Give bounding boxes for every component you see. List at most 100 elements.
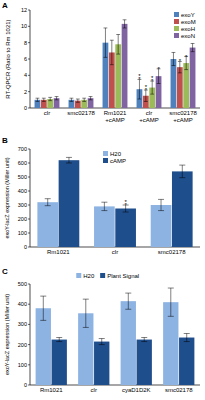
error-cap [66,163,72,164]
x-tick-label: clr [91,387,97,393]
error-cap [40,296,46,297]
error-line [104,202,105,210]
error-bar [179,165,185,178]
x-tick-label-line: smc02178 [169,110,197,116]
error-cap [138,99,142,100]
error-cap [172,65,176,66]
legend-swatch [174,33,179,38]
x-tick-label-line: smc02178 [158,249,186,255]
y-tick-label: 0 [24,382,27,388]
x-tick-label: Rm1021+cAMP [104,110,127,123]
error-cap [184,341,190,342]
y-tick-label: 200 [18,342,27,348]
error-cap [104,57,108,58]
x-tick-label-line: clr [91,387,97,393]
bar [190,48,196,108]
error-cap [191,51,195,52]
error-bar [42,98,46,101]
error-cap [36,101,40,102]
error-cap [76,99,80,100]
y-axis-line [30,149,31,247]
bar [88,98,94,108]
error-line [128,293,129,309]
error-bar [123,20,127,28]
panel-label: B [2,136,8,145]
error-cap [99,338,105,339]
y-tick-label: 400 [18,301,27,307]
error-cap [110,40,114,41]
annotation-char: * [157,66,160,72]
error-bar [104,28,108,57]
legend-label: H20 [83,273,95,279]
error-bar [158,199,164,210]
error-cap [36,98,40,99]
x-tick-label-line: Rm1021 [47,249,70,255]
error-line [90,97,91,100]
error-line [161,199,162,210]
bar [172,171,193,247]
error-line [71,98,72,101]
annotation-char: * [145,87,148,93]
legend-swatch [103,151,108,156]
error-bar [48,97,52,100]
error-cap [184,69,188,70]
error-cap [56,337,62,338]
error-cap [76,102,80,103]
error-cap [125,309,131,310]
bar [94,206,115,247]
panel: CexoY-lacZ expression (Miller unit)01002… [2,267,200,393]
y-tick-label: 400 [18,188,27,194]
x-tick-label: smc02178+cAMP [169,110,197,123]
annotation: * [157,66,160,72]
bar [137,340,152,385]
error-bar [36,98,40,101]
error-bar [76,99,80,102]
y-tick-label: 500 [18,174,27,180]
legend-label: cAMP [110,158,126,164]
error-cap [116,54,120,55]
error-line [59,338,60,342]
error-line [50,97,51,100]
error-cap [48,97,52,98]
legend-label: exoY [181,12,195,18]
y-tick-label: 8 [24,40,27,46]
error-bar [184,333,190,341]
bar [52,340,67,385]
error-cap [141,341,147,342]
error-line [68,157,69,163]
legend-swatch [174,12,179,17]
annotation-char: * [138,76,141,82]
figure: ART-QPCR (Ratio to Rm 1021)024681012clrs… [0,0,205,400]
x-tick-label: cyaD1D2K [122,387,151,393]
x-tick-label-line: smc02178 [165,387,193,393]
error-line [85,299,86,327]
x-tick-label: clr [112,249,118,255]
annotation: ** [124,199,127,208]
error-cap [66,157,72,158]
error-cap [55,99,59,100]
bar [179,338,194,385]
error-line [84,98,85,101]
legend-swatch [174,26,179,31]
error-cap [157,83,161,84]
marks [37,157,192,247]
error-cap [82,101,86,102]
error-bar [45,199,51,206]
y-tick-label: 700 [18,146,27,152]
error-line [111,40,112,65]
error-cap [45,205,51,206]
x-tick-label-line: Rm1021 [104,110,127,116]
legend-label: exoM [181,19,196,25]
error-line [37,98,38,101]
panel: ART-QPCR (Ratio to Rm 1021)024681012clrs… [2,1,200,123]
error-cap [168,316,174,317]
error-cap [110,64,114,65]
error-line [43,296,44,320]
error-line [173,52,174,65]
error-line [170,288,171,316]
error-bar [172,52,176,65]
x-tick-label: Rm1021 [40,387,63,393]
y-tick-label: 4 [24,72,27,78]
x-tick-label-line: cyaD1D2K [122,387,151,393]
x-tick-label-line: smc02178 [67,110,95,116]
